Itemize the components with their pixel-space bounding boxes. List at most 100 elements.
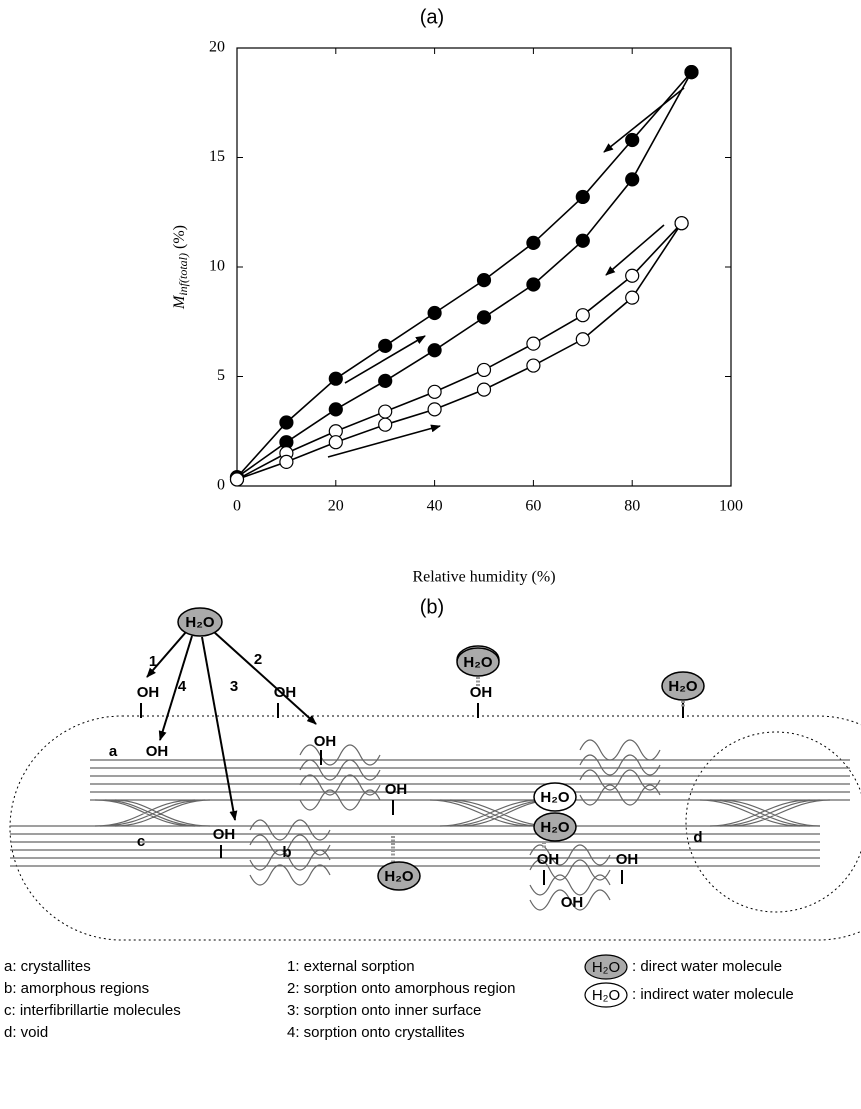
data-point xyxy=(476,273,492,288)
arrow xyxy=(605,224,665,276)
water-molecule xyxy=(533,782,577,812)
data-point xyxy=(625,268,640,283)
data-point xyxy=(328,435,343,450)
data-point xyxy=(684,64,699,80)
water-molecule xyxy=(661,671,705,701)
amorphous-regions xyxy=(249,739,661,911)
arrow xyxy=(344,335,426,384)
water-label: H₂O xyxy=(668,678,697,695)
x-tick-label: 100 xyxy=(719,498,743,515)
x-tick-label: 80 xyxy=(624,498,640,515)
arrow xyxy=(213,631,317,725)
data-point xyxy=(427,343,442,358)
oh-group: OH xyxy=(137,684,160,701)
data-point xyxy=(328,371,343,386)
y-tick-label: 10 xyxy=(209,258,225,275)
arrow xyxy=(158,635,193,741)
region-label: b xyxy=(282,844,291,861)
data-point xyxy=(476,310,492,325)
data-point xyxy=(575,308,590,323)
data-point xyxy=(427,384,442,399)
series-line xyxy=(236,71,693,478)
void-outline xyxy=(685,731,861,913)
water-label: H₂O xyxy=(540,789,569,806)
legend-swatch xyxy=(584,982,628,1008)
water-molecule xyxy=(533,812,577,842)
path-label: 4 xyxy=(178,678,187,695)
data-point xyxy=(476,362,492,378)
y-tick-label: 0 xyxy=(217,477,225,494)
legend-entry: 1: external sorption xyxy=(287,958,415,975)
data-point xyxy=(378,373,393,388)
y-tick-label: 20 xyxy=(209,39,225,56)
region-label: c xyxy=(137,833,145,850)
arrow xyxy=(201,636,238,821)
y-label-sub: inf(total) xyxy=(176,253,190,296)
series-line xyxy=(236,71,693,478)
water-molecule xyxy=(177,607,223,637)
data-point xyxy=(674,216,689,231)
plot-frame xyxy=(236,47,732,487)
water-label: H₂O xyxy=(463,654,492,671)
legend-swatch-label: H₂O xyxy=(592,987,620,1004)
oh-group: OH xyxy=(537,851,560,868)
data-point xyxy=(575,189,590,205)
data-point xyxy=(279,454,294,470)
x-tick-label: 0 xyxy=(233,498,241,515)
oh-group: OH xyxy=(274,684,297,701)
y-label-unit: (%) xyxy=(171,225,188,253)
water-label: H₂O xyxy=(540,819,569,836)
y-label-main: M xyxy=(171,294,188,310)
diagram-title: (b) xyxy=(420,596,444,618)
legend-entry: c: interfibrillartie molecules xyxy=(4,1002,181,1019)
legend-entry: 3: sorption onto inner surface xyxy=(287,1002,481,1019)
data-point xyxy=(526,277,541,292)
data-point xyxy=(378,417,393,432)
oh-group: OH xyxy=(616,851,639,868)
legend: a: crystallites b: amorphous regions c: in… xyxy=(4,954,794,1041)
data-point xyxy=(476,382,492,397)
oh-group: OH xyxy=(561,894,584,911)
legend-entry: : indirect water molecule xyxy=(632,986,794,1003)
data-point xyxy=(575,332,590,347)
data-point xyxy=(229,472,245,487)
hydrogen-bonds xyxy=(391,677,685,862)
crystallite-top xyxy=(10,759,850,867)
x-tick-label: 40 xyxy=(427,498,443,515)
data-point xyxy=(526,235,541,251)
data-point xyxy=(625,172,640,187)
sorption-arrows xyxy=(146,631,317,821)
data-point xyxy=(378,338,393,353)
legend-entry: a: crystallites xyxy=(4,958,91,975)
arrow xyxy=(603,87,685,153)
legend-entry: b: amorphous regions xyxy=(4,980,149,997)
arrow xyxy=(327,424,441,458)
legend-entry: d: void xyxy=(4,1024,48,1041)
interfibrillar-molecules xyxy=(94,799,831,827)
path-label: 2 xyxy=(254,651,262,668)
series-line xyxy=(236,222,683,481)
diagram-b: (b) H₂O 1 2 3 4 a b c xyxy=(4,596,861,1041)
chart-a: (a) Relative humidity (%) Minf(total) (%… xyxy=(171,6,743,585)
arrow xyxy=(146,631,187,678)
water-label: H₂O xyxy=(185,614,214,631)
series-line xyxy=(236,222,683,481)
legend-entry: 2: sorption onto amorphous region xyxy=(287,980,515,997)
data-point xyxy=(279,415,294,430)
data-point xyxy=(625,132,640,148)
water-molecule xyxy=(377,861,421,891)
y-tick-label: 5 xyxy=(217,367,225,384)
y-axis-label: Minf(total) (%) xyxy=(171,225,190,310)
trend-arrows xyxy=(327,87,685,458)
data-point xyxy=(625,290,640,305)
data-point xyxy=(526,336,541,351)
path-label: 1 xyxy=(149,653,157,670)
data-point xyxy=(378,404,393,419)
water-label: H₂O xyxy=(384,868,413,885)
data-point xyxy=(427,402,442,417)
region-label: a xyxy=(109,743,118,760)
fiber-outline xyxy=(9,715,861,941)
x-axis-label: Relative humidity (%) xyxy=(412,569,555,586)
oh-group: OH xyxy=(470,684,493,701)
